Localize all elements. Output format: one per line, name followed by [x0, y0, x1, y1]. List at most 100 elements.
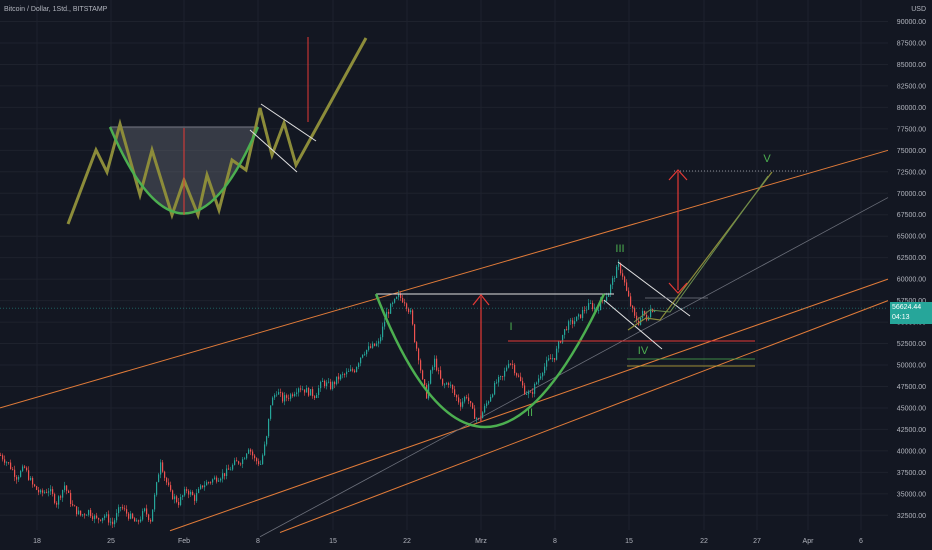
candle-body: [438, 370, 440, 372]
candle-body: [278, 392, 280, 395]
time-tick-label: 6: [859, 538, 863, 545]
candle-body: [296, 392, 298, 394]
candle-body: [632, 305, 634, 309]
candle-body: [340, 374, 342, 380]
candle-body: [46, 492, 48, 493]
candle-body: [154, 494, 156, 510]
candle-body: [248, 449, 250, 454]
candle-body: [534, 383, 536, 394]
candle-body: [502, 376, 504, 377]
candle-body: [344, 374, 346, 375]
candle-body: [14, 469, 16, 477]
candle-body: [290, 394, 292, 399]
candle-body: [264, 444, 266, 456]
candle-body: [550, 358, 552, 360]
candle-body: [92, 516, 94, 520]
price-zigzag: [66, 37, 368, 225]
wave-label: V: [763, 153, 771, 165]
candle-body: [150, 519, 152, 522]
candle-body: [94, 515, 96, 520]
price-tick-label: 67500.00: [897, 212, 926, 219]
candle-body: [498, 376, 500, 383]
price-tick-label: 87500.00: [897, 40, 926, 47]
candle-body: [474, 408, 476, 419]
candle-body: [510, 363, 512, 365]
candle-body: [460, 402, 462, 407]
candle-body: [346, 371, 348, 375]
candle-body: [602, 300, 604, 302]
candle-body: [26, 467, 28, 471]
candle-body: [540, 376, 542, 379]
candle-body: [472, 403, 474, 409]
candle-body: [582, 309, 584, 318]
candle-body: [286, 395, 288, 398]
candle-body: [372, 343, 374, 348]
candle-body: [226, 468, 228, 477]
candle-body: [380, 337, 382, 342]
candle-body: [572, 320, 574, 324]
current-price: 56624.44: [892, 304, 922, 311]
candle-body: [50, 489, 52, 492]
candle-body: [112, 521, 114, 525]
candle-body: [116, 513, 118, 521]
candle-body: [600, 300, 602, 311]
candle-body: [614, 277, 616, 279]
candle-body: [56, 502, 58, 505]
candle-body: [232, 464, 234, 470]
candle-body: [576, 316, 578, 322]
candle-body: [496, 382, 498, 384]
candle-body: [432, 367, 434, 371]
grid: [0, 0, 888, 530]
candle-body: [268, 418, 270, 437]
candle-body: [102, 517, 104, 521]
candle-body: [636, 315, 638, 321]
candle-body: [164, 471, 166, 478]
candle-body: [466, 396, 468, 398]
candle-body: [174, 496, 176, 500]
candle-body: [324, 380, 326, 387]
candle-body: [462, 401, 464, 407]
candle-body: [310, 389, 312, 396]
candle-body: [168, 482, 170, 486]
time-axis[interactable]: 18 25 Feb 8 15 22 Mrz 8 15 22 27 Apr 6: [33, 538, 863, 545]
candle-body: [390, 304, 392, 314]
candle-body: [146, 508, 148, 515]
candle-body: [322, 380, 324, 382]
price-tick-label: 40000.00: [897, 448, 926, 455]
candle-body: [4, 459, 6, 463]
candle-body: [40, 490, 42, 493]
candle-body: [190, 491, 192, 495]
candle-body: [554, 358, 556, 360]
candle-body: [556, 348, 558, 360]
candle-body: [530, 391, 532, 393]
price-tick-label: 60000.00: [897, 277, 926, 284]
candle-body: [304, 389, 306, 393]
price-tick-label: 62500.00: [897, 255, 926, 262]
candle-body: [122, 507, 124, 509]
candle-body: [24, 466, 26, 468]
price-tick-label: 32500.00: [897, 513, 926, 520]
candle-body: [184, 489, 186, 496]
candle-body: [148, 514, 150, 520]
time-tick-label: Mrz: [475, 538, 487, 545]
candle-body: [16, 476, 18, 480]
candle-body: [12, 469, 14, 470]
candle-body: [612, 278, 614, 285]
price-tick-label: 70000.00: [897, 191, 926, 198]
candle-body: [208, 482, 210, 484]
candle-body: [298, 388, 300, 393]
candle-body: [336, 376, 338, 385]
time-tick-label: 18: [33, 538, 41, 545]
candle-body: [84, 514, 86, 516]
candle-body: [182, 495, 184, 497]
candle-body: [110, 521, 112, 523]
wave-label: I: [509, 321, 512, 333]
candle-body: [560, 341, 562, 343]
candle-body: [20, 471, 22, 477]
price-axis[interactable]: 32500.00 35000.00 37500.00 40000.00 42500.00…: [897, 19, 926, 520]
price-tick-label: 85000.00: [897, 62, 926, 69]
candle-body: [410, 310, 412, 313]
candle-body: [196, 492, 198, 501]
candle-body: [616, 266, 618, 278]
